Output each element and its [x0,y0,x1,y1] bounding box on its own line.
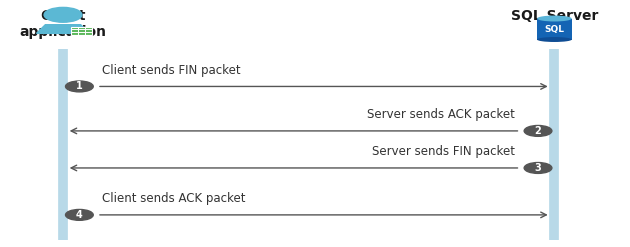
Text: SQL Server: SQL Server [511,9,598,23]
Text: 3: 3 [535,163,541,173]
Text: SQL: SQL [544,25,564,34]
Text: Client sends FIN packet: Client sends FIN packet [102,63,241,77]
Text: Server sends FIN packet: Server sends FIN packet [372,145,515,158]
FancyBboxPatch shape [71,27,92,35]
Circle shape [524,163,552,173]
Circle shape [44,7,82,22]
Ellipse shape [537,37,572,42]
FancyBboxPatch shape [537,19,572,40]
Text: Client sends ACK packet: Client sends ACK packet [102,192,246,205]
Circle shape [66,81,93,92]
Text: 1: 1 [76,82,83,91]
Circle shape [524,125,552,136]
Text: Client
application: Client application [20,9,106,39]
Polygon shape [37,25,89,33]
Text: 2: 2 [535,126,541,136]
Ellipse shape [537,16,572,21]
Circle shape [66,209,93,220]
Text: 4: 4 [76,210,83,220]
Text: Server sends ACK packet: Server sends ACK packet [367,108,515,121]
